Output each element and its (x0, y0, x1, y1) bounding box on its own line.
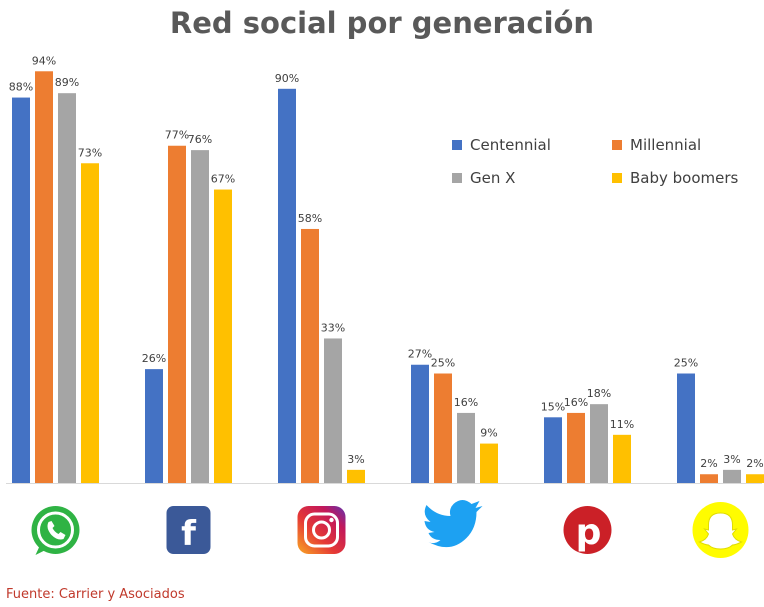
data-label: 25% (431, 357, 455, 370)
legend-label: Gen X (470, 169, 516, 187)
bar-whatsapp-baby-boomers (81, 163, 99, 483)
data-label: 16% (564, 396, 588, 409)
legend-swatch (612, 173, 622, 183)
snapchat-icon (692, 502, 749, 558)
data-label: 90% (275, 72, 299, 85)
data-label: 27% (408, 348, 432, 361)
legend-item-centennial: Centennial (452, 136, 551, 154)
bar-instagram-millennial (301, 228, 319, 483)
bar-pinterest-millennial (567, 412, 585, 483)
svg-text:f: f (181, 514, 197, 554)
bar-snapchat-centennial (677, 373, 695, 483)
legend-label: Millennial (630, 136, 702, 154)
bar-facebook-gen-x (191, 150, 209, 483)
data-label: 76% (188, 133, 212, 146)
data-label: 9% (480, 427, 497, 440)
data-label: 58% (298, 212, 322, 225)
bar-whatsapp-centennial (12, 97, 30, 483)
bar-snapchat-millennial (700, 474, 718, 483)
legend-item-millennial: Millennial (612, 136, 701, 154)
bar-facebook-millennial (168, 145, 186, 484)
data-label: 15% (541, 400, 565, 413)
bar-pinterest-centennial (544, 417, 562, 483)
legend-swatch (452, 173, 462, 183)
bar-group-instagram: 90% 58% 33% 3% (275, 72, 365, 484)
data-label: 2% (746, 457, 763, 470)
data-label: 77% (165, 129, 189, 142)
facebook-icon: f (166, 506, 211, 554)
svg-text:p: p (576, 512, 602, 553)
data-label: 3% (723, 453, 740, 466)
source-note: Fuente: Carrier y Asociados (6, 587, 185, 602)
bar-facebook-centennial (145, 369, 163, 483)
bar-snapchat-baby-boomers (746, 474, 764, 483)
bar-group-snapchat: 25% 2% 3% 2% (674, 357, 764, 483)
legend-label: Centennial (470, 136, 551, 154)
data-label: 26% (142, 352, 166, 365)
legend-item-baby-boomers: Baby boomers (612, 169, 738, 187)
whatsapp-icon (31, 506, 80, 555)
twitter-icon (424, 500, 483, 548)
bar-group-pinterest: 15%16%18% 11% (541, 387, 634, 483)
bar-group-facebook: 26% 77%76% 67% (142, 129, 235, 484)
data-label: 16% (454, 396, 478, 409)
bar-pinterest-baby-boomers (613, 434, 631, 483)
bar-instagram-gen-x (324, 338, 342, 483)
legend-swatch (452, 140, 462, 150)
pinterest-icon: p (563, 506, 612, 554)
data-label: 2% (700, 457, 717, 470)
bar-group-twitter: 27%25% 16% 9% (408, 348, 498, 483)
data-label: 89% (55, 76, 79, 89)
data-label: 18% (587, 387, 611, 400)
data-label: 94% (32, 54, 56, 67)
chart-title: Red social por generación (169, 6, 595, 40)
instagram-icon (297, 506, 346, 554)
data-label: 88% (9, 81, 33, 94)
bar-twitter-centennial (411, 364, 429, 483)
data-label: 11% (610, 418, 634, 431)
data-label: 3% (347, 453, 364, 466)
data-label: 33% (321, 321, 345, 334)
data-label: 73% (78, 146, 102, 159)
legend-item-genx: Gen X (452, 169, 515, 187)
data-label: 67% (211, 173, 235, 186)
bar-twitter-millennial (434, 373, 452, 483)
legend-label: Baby boomers (630, 169, 739, 187)
bar-whatsapp-millennial (35, 71, 53, 483)
bar-twitter-gen-x (457, 412, 475, 483)
bar-snapchat-gen-x (723, 469, 741, 483)
legend-swatch (612, 140, 622, 150)
bar-twitter-baby-boomers (480, 443, 498, 483)
bar-instagram-baby-boomers (347, 469, 365, 483)
data-label: 25% (674, 357, 698, 370)
bar-instagram-centennial (278, 88, 296, 484)
bar-pinterest-gen-x (590, 404, 608, 483)
bar-facebook-baby-boomers (214, 189, 232, 484)
bar-group-whatsapp: 88% 94% 89% 73% (9, 54, 102, 484)
bar-whatsapp-gen-x (58, 93, 76, 484)
